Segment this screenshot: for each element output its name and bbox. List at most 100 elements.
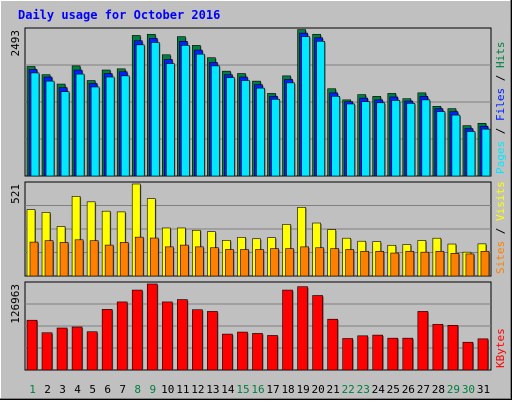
bar-kbytes bbox=[192, 309, 203, 371]
bar-sites bbox=[104, 244, 114, 277]
day-label: 20 bbox=[312, 383, 325, 396]
panel-max-label: 521 bbox=[9, 184, 22, 204]
day-label: 29 bbox=[447, 383, 460, 396]
axis-label-part: / bbox=[494, 68, 507, 88]
panel-axis-label: Sites / Visits bbox=[494, 181, 507, 274]
bar-sites bbox=[59, 242, 69, 277]
bar-pages bbox=[391, 100, 401, 177]
day-label: 12 bbox=[191, 383, 204, 396]
chart-panels: 2493 Pages / Files / Hits 521 Sites / Visit… bbox=[9, 27, 507, 371]
axis-label-part: KBytes bbox=[494, 328, 507, 368]
bar-pages bbox=[196, 53, 205, 177]
bar-sites bbox=[450, 253, 460, 277]
day-label: 6 bbox=[104, 383, 111, 396]
chart-title: Daily usage for October 2016 bbox=[18, 8, 220, 22]
axis-label-part: Sites bbox=[494, 241, 507, 274]
panel-visits-sites: 521 Sites / Visits bbox=[9, 181, 507, 277]
bar-kbytes bbox=[357, 335, 369, 371]
bar-sites bbox=[420, 251, 430, 277]
bar-pages bbox=[376, 102, 386, 177]
bar-kbytes bbox=[312, 295, 323, 371]
bar-pages bbox=[226, 77, 235, 177]
series-kbytes bbox=[26, 283, 489, 371]
panel-max-label: 2493 bbox=[9, 30, 22, 57]
axis-label-part: Visits bbox=[494, 181, 507, 221]
day-label: 28 bbox=[432, 383, 445, 396]
bar-pages bbox=[256, 87, 265, 177]
panel-kbytes: 126963 KBytes bbox=[9, 281, 507, 371]
bar-kbytes bbox=[131, 289, 143, 371]
series-pages bbox=[30, 36, 491, 177]
day-label: 23 bbox=[357, 383, 370, 396]
bar-sites bbox=[74, 239, 84, 277]
bar-kbytes bbox=[477, 338, 489, 371]
bar-kbytes bbox=[161, 301, 173, 371]
bar-kbytes bbox=[101, 309, 113, 371]
bar-kbytes bbox=[56, 327, 68, 371]
day-label: 25 bbox=[387, 383, 400, 396]
bar-pages bbox=[60, 91, 70, 177]
day-label: 1 bbox=[29, 383, 36, 396]
bar-pages bbox=[30, 72, 40, 177]
bar-pages bbox=[286, 82, 295, 177]
bar-sites bbox=[360, 250, 370, 277]
bar-kbytes bbox=[297, 286, 308, 371]
day-label: 10 bbox=[161, 383, 174, 396]
bar-sites bbox=[300, 246, 309, 277]
bar-pages bbox=[150, 42, 160, 177]
bar-sites bbox=[195, 246, 204, 277]
bar-pages bbox=[75, 73, 85, 177]
day-label: 3 bbox=[59, 383, 66, 396]
bar-sites bbox=[465, 253, 475, 277]
bar-sites bbox=[89, 240, 99, 277]
bar-pages bbox=[301, 36, 310, 177]
bar-pages bbox=[165, 63, 175, 177]
bar-pages bbox=[436, 111, 446, 177]
bar-kbytes bbox=[222, 333, 233, 371]
bar-pages bbox=[271, 98, 280, 177]
bar-pages bbox=[105, 76, 115, 177]
bar-sites bbox=[134, 236, 144, 277]
bar-sites bbox=[164, 246, 174, 277]
day-label: 11 bbox=[176, 383, 189, 396]
bar-pages bbox=[120, 75, 130, 177]
day-label: 17 bbox=[266, 383, 279, 396]
bar-pages bbox=[45, 80, 55, 177]
bar-kbytes bbox=[116, 301, 128, 371]
bar-kbytes bbox=[282, 289, 293, 371]
bar-pages bbox=[211, 65, 220, 177]
bar-kbytes bbox=[432, 323, 444, 371]
bar-kbytes bbox=[146, 283, 158, 371]
day-label: 7 bbox=[119, 383, 126, 396]
day-label: 13 bbox=[206, 383, 219, 396]
day-label: 26 bbox=[402, 383, 415, 396]
bar-pages bbox=[135, 44, 145, 177]
bar-pages bbox=[406, 103, 416, 177]
bar-sites bbox=[44, 240, 54, 277]
axis-label-part: / bbox=[494, 121, 507, 141]
day-label: 14 bbox=[221, 383, 235, 396]
bar-kbytes bbox=[402, 337, 414, 371]
bar-pages bbox=[181, 45, 190, 177]
bar-sites bbox=[149, 237, 159, 277]
axis-label-part: Hits bbox=[494, 42, 507, 69]
day-label: 31 bbox=[477, 383, 490, 396]
day-label: 2 bbox=[44, 383, 51, 396]
day-label: 18 bbox=[281, 383, 294, 396]
bar-sites bbox=[240, 249, 249, 277]
axis-label-part: / bbox=[494, 221, 507, 241]
bar-kbytes bbox=[267, 335, 278, 371]
bar-sites bbox=[119, 242, 129, 277]
panel-pages-files-hits: 2493 Pages / Files / Hits bbox=[9, 27, 507, 177]
bar-sites bbox=[180, 244, 189, 277]
day-label: 22 bbox=[342, 383, 355, 396]
day-label: 24 bbox=[372, 383, 386, 396]
bar-pages bbox=[361, 101, 371, 177]
bar-kbytes bbox=[41, 332, 53, 371]
bar-sites bbox=[345, 249, 354, 277]
bar-kbytes bbox=[207, 311, 218, 371]
bar-pages bbox=[316, 41, 325, 177]
bar-kbytes bbox=[86, 331, 98, 371]
